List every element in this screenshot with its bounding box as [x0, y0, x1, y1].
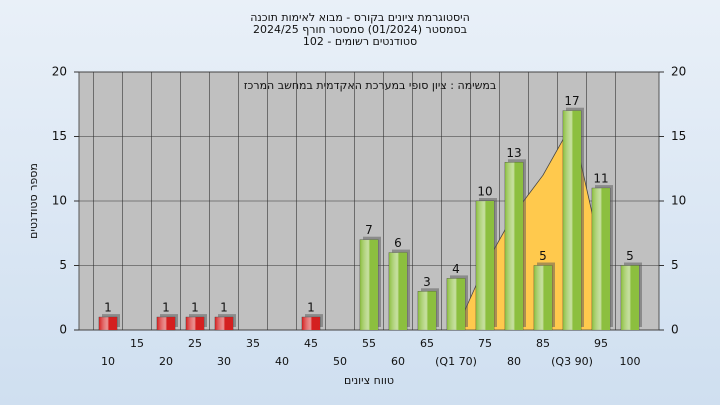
bar-shine: [302, 317, 320, 330]
x-axis-label: טווח ציונים: [344, 374, 394, 387]
y-tick-label: 15: [52, 129, 67, 143]
bar-shine: [418, 291, 436, 330]
y-tick-label: 10: [52, 194, 67, 208]
data-label: 4: [452, 262, 460, 276]
bar-shine: [447, 278, 465, 330]
bar-shine: [563, 110, 581, 330]
data-label: 13: [506, 146, 521, 160]
data-label: 1: [191, 301, 199, 315]
data-label: 11: [593, 172, 608, 186]
x-tick-label: (Q1 70): [435, 355, 477, 368]
title-line: היסטוגרמת ציונים בקורס - מבוא לאימות תוכ…: [250, 11, 470, 24]
bar-shine: [186, 317, 204, 330]
x-tick-label: 40: [275, 355, 289, 368]
x-tick-label: 60: [391, 355, 405, 368]
bar-shine: [534, 265, 552, 330]
x-tick-label: 75: [478, 337, 492, 350]
x-tick-label: 65: [420, 337, 434, 350]
title-line: בסמסטר (01/2024) סמסטר חורף 2024/25: [253, 23, 467, 36]
x-tick-label: 20: [159, 355, 173, 368]
y2-tick-label: 0: [671, 323, 679, 337]
data-label: 10: [477, 185, 492, 199]
data-label: 5: [539, 249, 547, 263]
data-label: 1: [220, 301, 228, 315]
data-label: 1: [307, 301, 315, 315]
bar-shine: [157, 317, 175, 330]
bar-shine: [476, 201, 494, 330]
y2-tick-label: 10: [671, 194, 686, 208]
x-tick-label: 35: [246, 337, 260, 350]
x-tick-label: 100: [620, 355, 641, 368]
x-tick-label: 30: [217, 355, 231, 368]
bar-shine: [389, 252, 407, 330]
bar-shine: [215, 317, 233, 330]
x-tick-label: 15: [130, 337, 144, 350]
y2-tick-label: 5: [671, 258, 679, 272]
bar-shine: [360, 239, 378, 330]
x-tick-label: 50: [333, 355, 347, 368]
x-tick-label: 25: [188, 337, 202, 350]
bar-shine: [505, 162, 523, 330]
y-tick-label: 5: [59, 258, 67, 272]
y-axis-label: מספר סטודנטים: [27, 163, 40, 239]
x-tick-label: 10: [101, 355, 115, 368]
data-label: 7: [365, 223, 373, 237]
x-tick-label: 85: [536, 337, 550, 350]
data-label: 1: [162, 301, 170, 315]
data-label: 3: [423, 275, 431, 289]
y2-tick-label: 20: [671, 65, 686, 79]
x-tick-label: 45: [304, 337, 318, 350]
title-line: סטודנטים רשומים - 102: [303, 35, 417, 48]
x-tick-label: 80: [507, 355, 521, 368]
data-label: 17: [564, 94, 579, 108]
data-label: 5: [626, 249, 634, 263]
data-label: 1: [104, 301, 112, 315]
y-tick-label: 20: [52, 65, 67, 79]
x-tick-label: 95: [594, 337, 608, 350]
y-tick-label: 0: [59, 323, 67, 337]
x-tick-label: (Q3 90): [551, 355, 593, 368]
data-label: 6: [394, 236, 402, 250]
bar-shine: [99, 317, 117, 330]
bar-shine: [592, 188, 610, 330]
x-tick-label: 55: [362, 337, 376, 350]
y2-tick-label: 15: [671, 129, 686, 143]
bar-shine: [621, 265, 639, 330]
annotation: במשימה : ציון סופי במערכת האקדמית במחשב …: [244, 79, 497, 92]
